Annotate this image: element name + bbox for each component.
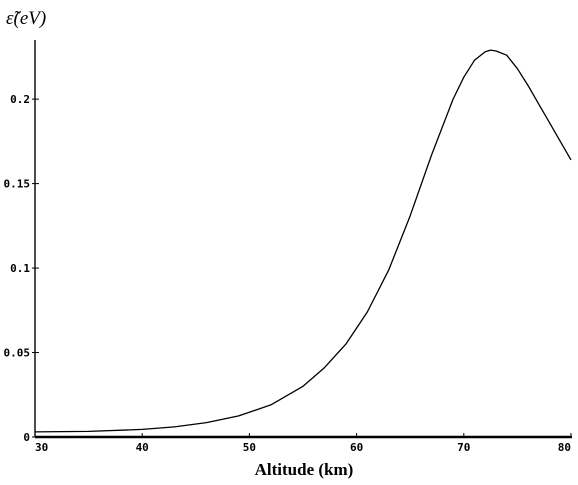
x-ticks: 30 40 50 60 70 80 — [34, 433, 572, 454]
series-line — [34, 49, 572, 433]
x-tick-label: 50 — [243, 441, 256, 454]
series-group — [34, 49, 572, 433]
x-axis-title: Altitude (km) — [255, 460, 354, 479]
x-tick-label: 60 — [350, 441, 363, 454]
y-axis-title: ε̃(eV) — [6, 8, 46, 29]
y-tick-label: 0 — [23, 431, 30, 444]
x-tick-label: 70 — [457, 441, 470, 454]
x-tick-label: 30 — [35, 441, 48, 454]
y-tick-label: 0.15 — [4, 178, 31, 191]
y-tick-label: 0.05 — [4, 347, 31, 360]
x-tick-label: 40 — [136, 441, 149, 454]
y-ticks: 0 0.05 0.1 0.15 0.2 — [4, 93, 39, 444]
y-axis-title-text: ε̃(eV) — [6, 8, 46, 29]
x-tick-label: 80 — [558, 441, 571, 454]
y-tick-label: 0.2 — [10, 93, 30, 106]
y-tick-label: 0.1 — [10, 262, 30, 275]
